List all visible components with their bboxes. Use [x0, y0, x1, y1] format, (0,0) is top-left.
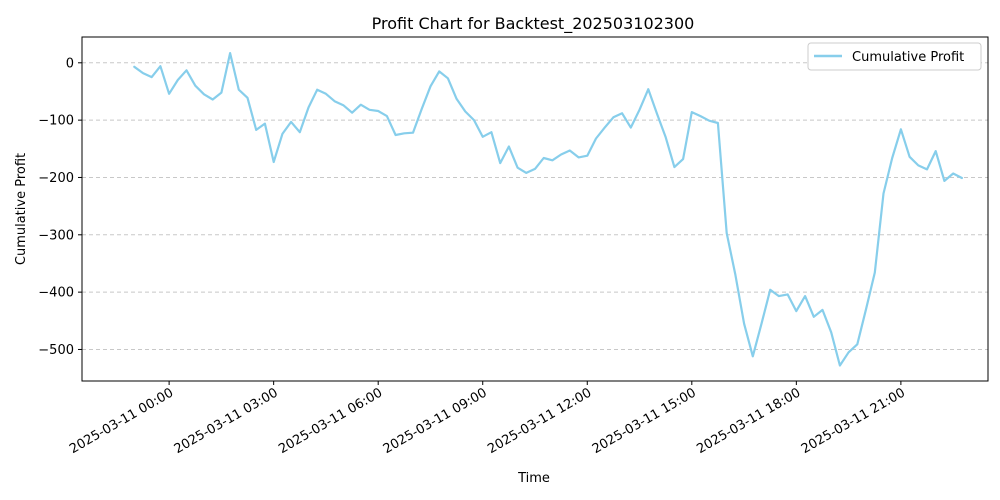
- y-tick-label: −400: [38, 286, 74, 301]
- x-axis-label: Time: [517, 471, 550, 486]
- legend: Cumulative Profit: [807, 42, 982, 71]
- series-layer: [133, 51, 964, 367]
- y-tick-label: −200: [38, 171, 74, 186]
- chart-title: Profit Chart for Backtest_202503102300: [372, 14, 695, 34]
- y-axis-label: Cumulative Profit: [14, 153, 29, 265]
- legend-label: Cumulative Profit: [852, 50, 964, 65]
- y-axis: 0 −100 −200 −300 −400 −500: [38, 56, 82, 358]
- series-line-cumulative-profit: [133, 51, 964, 367]
- y-tick-label: −100: [38, 114, 74, 129]
- legend-box: [807, 42, 982, 71]
- y-tick-label: −500: [38, 343, 74, 358]
- y-tick-label: 0: [66, 56, 74, 71]
- plot-frame: [81, 36, 989, 382]
- y-tick-label: −300: [38, 228, 74, 243]
